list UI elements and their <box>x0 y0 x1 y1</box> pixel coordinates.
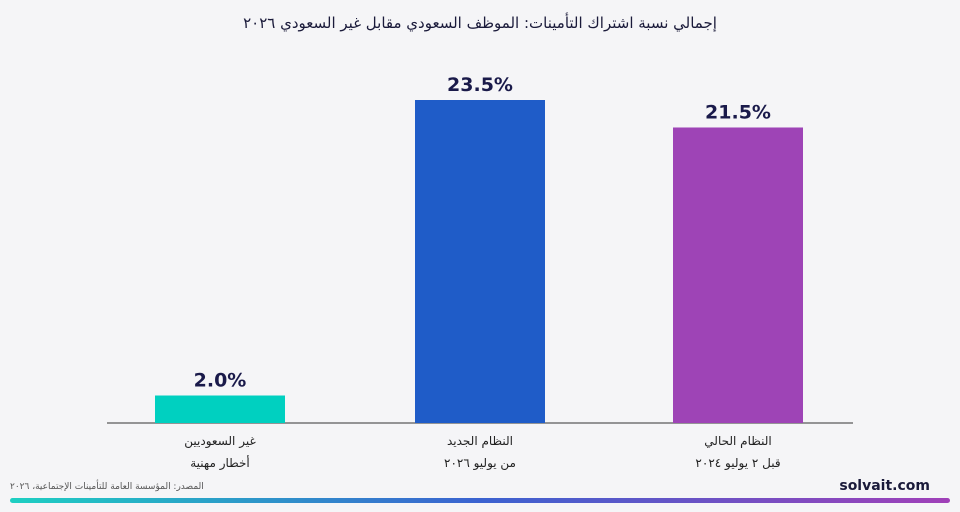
category-label-1-line1: غير السعوديين <box>184 434 255 449</box>
footer-gradient-bar <box>10 498 950 503</box>
value-label-2: 23.5% <box>447 74 513 96</box>
category-label-2-line1: النظام الجديد <box>447 434 513 448</box>
category-label-2-line2: من يوليو ٢٠٢٦ <box>444 456 516 471</box>
brand-link[interactable]: solvait.com <box>839 478 930 494</box>
category-label-3-line1: النظام الحالي <box>704 434 771 448</box>
bar-1 <box>155 395 285 423</box>
source-note: المصدر: المؤسسة العامة للتأمينات الإجتما… <box>10 482 204 492</box>
value-label-3: 21.5% <box>705 101 771 123</box>
category-label-1-line2: أخطار مهنية <box>190 455 250 471</box>
bar-3 <box>673 127 803 423</box>
chart-title: إجمالي نسبة اشتراك التأمينات: الموظف الس… <box>243 14 717 32</box>
bar-chart: 2.0% غير السعوديين أخطار مهنية 23.5% النظام … <box>107 74 853 471</box>
category-label-3-line2: قبل ٢ يوليو ٢٠٢٤ <box>695 456 780 471</box>
value-label-1: 2.0% <box>194 370 247 392</box>
bar-2 <box>415 100 545 423</box>
